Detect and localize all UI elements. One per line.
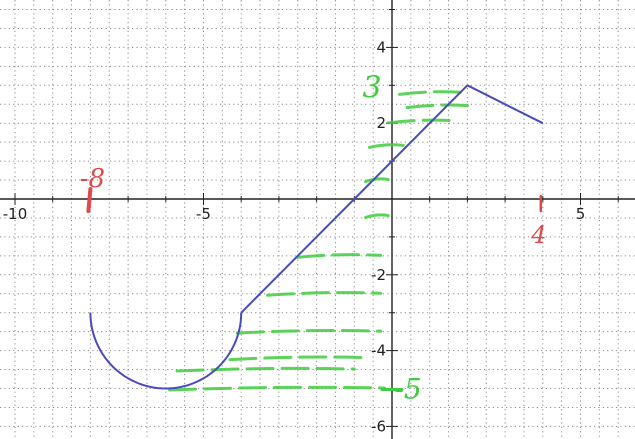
- range-stroke: [364, 177, 390, 184]
- x-tick-label: -10: [3, 205, 28, 223]
- y-tick-label: -6: [371, 417, 386, 435]
- handwritten-label: -8: [80, 164, 105, 194]
- y-tick-label: -4: [371, 342, 386, 360]
- range-stroke: [168, 385, 386, 392]
- range-stroke: [405, 103, 469, 110]
- handwritten-label: 4: [530, 221, 546, 249]
- x-tick-label: -5: [196, 205, 211, 223]
- curve-segment: [466, 84, 544, 125]
- red-tick-mark: [86, 187, 93, 213]
- range-shading: [168, 90, 469, 392]
- range-stroke: [367, 143, 405, 149]
- range-stroke: [266, 291, 383, 297]
- tick-labels: -10 -5 5 4 2 -2 -4 -6: [3, 38, 586, 435]
- range-stroke: [228, 355, 371, 362]
- annotations: -8 4 3 -5: [80, 70, 547, 405]
- series: [89, 84, 544, 390]
- range-stroke: [296, 253, 383, 259]
- y-tick-label: 4: [376, 38, 386, 56]
- handwritten-label: -5: [394, 373, 421, 406]
- x-tick-label: 5: [576, 205, 586, 223]
- handwritten-label: 3: [362, 70, 381, 105]
- range-stroke: [364, 213, 390, 220]
- curve-semicircle: [89, 312, 243, 390]
- curve-segment: [240, 84, 469, 314]
- range-stroke: [386, 118, 458, 125]
- range-stroke: [398, 90, 466, 96]
- range-stroke: [175, 366, 356, 373]
- y-tick-label: -2: [371, 266, 386, 284]
- y-tick-label: 2: [376, 114, 386, 132]
- range-stroke: [235, 328, 383, 335]
